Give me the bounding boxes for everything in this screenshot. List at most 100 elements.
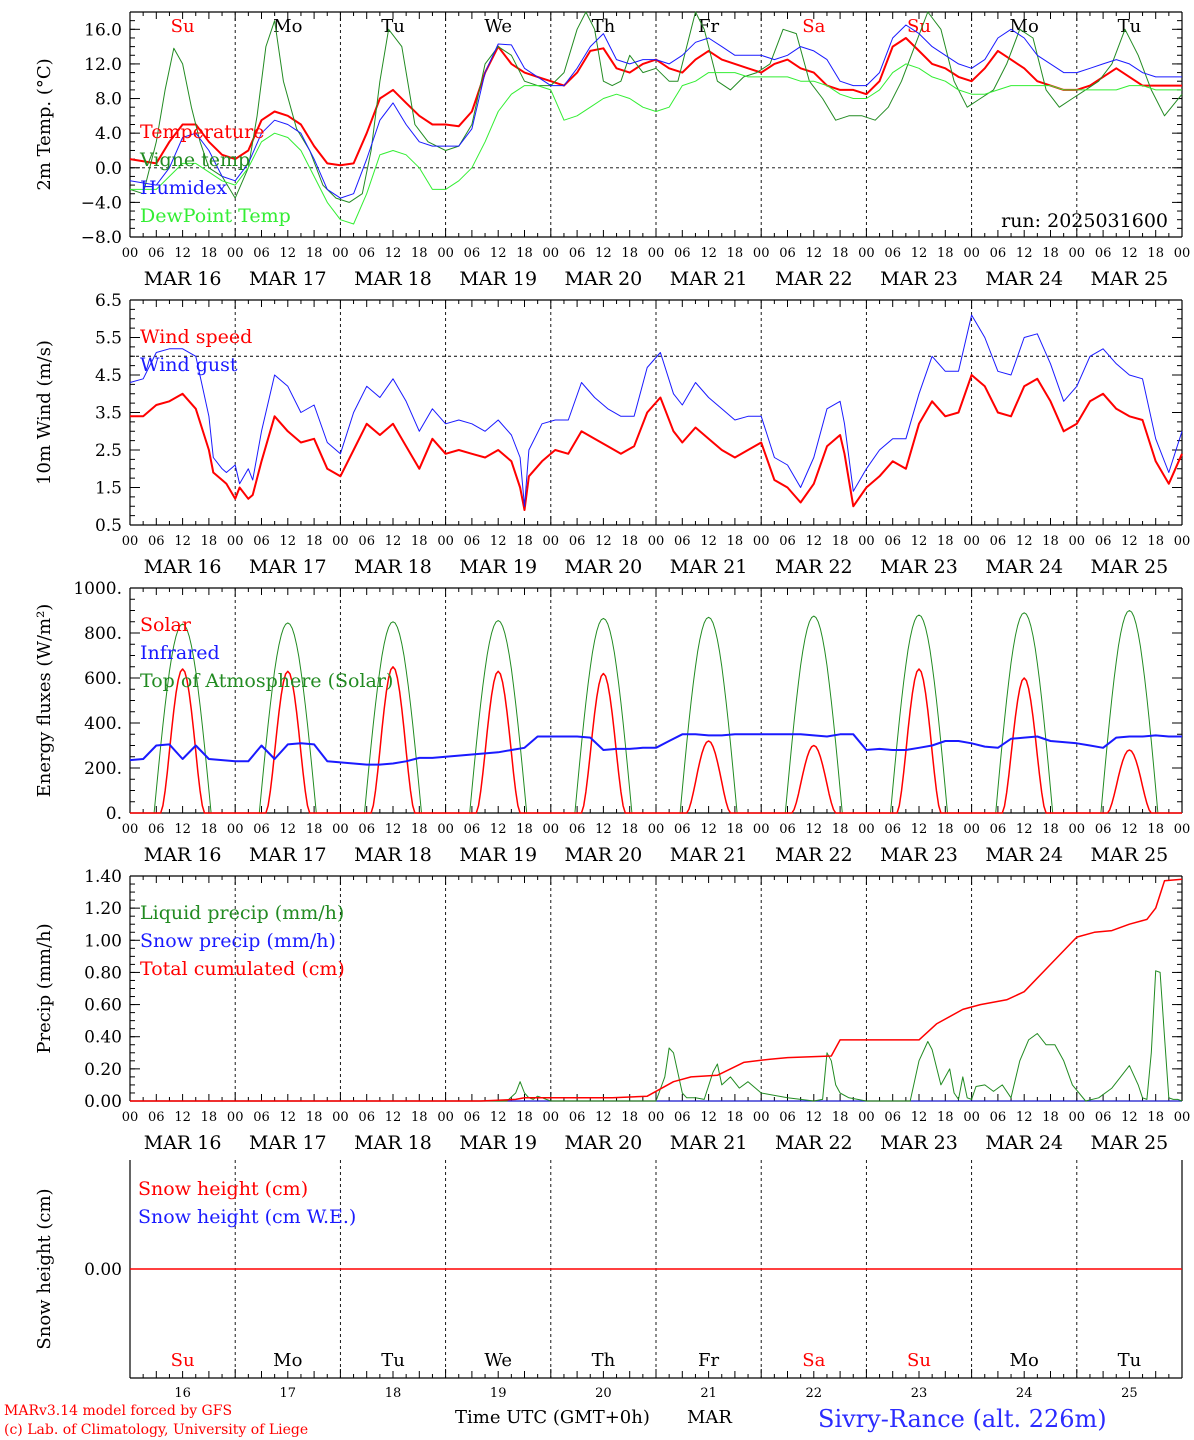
x-hour-label: 00	[122, 822, 139, 837]
y-tick-label: −4.0	[81, 193, 122, 213]
x-hour-label: 06	[569, 822, 586, 837]
x-hour-label: 18	[937, 1110, 954, 1125]
x-hour-label: 18	[1042, 534, 1059, 549]
x-hour-label: 00	[648, 534, 665, 549]
legend-entry: Total cumulated (cm)	[140, 958, 345, 980]
x-date-label: MAR 16	[144, 844, 222, 866]
y-tick-label: 800.	[84, 624, 122, 644]
x-hour-label: 00	[543, 534, 560, 549]
y-tick-label: 1.00	[84, 931, 122, 951]
y-tick-label: 600.	[84, 669, 122, 689]
x-date-label: MAR 23	[880, 1132, 958, 1154]
series-dewpoint-temp	[130, 63, 1182, 225]
y-tick-label: 0.5	[95, 516, 122, 536]
x-date-label: MAR 25	[1091, 268, 1169, 290]
x-date-label: MAR 21	[670, 844, 748, 866]
x-hour-label: 18	[201, 1110, 218, 1125]
x-hour-label: 06	[1095, 822, 1112, 837]
x-hour-label: 00	[963, 1110, 980, 1125]
x-hour-label: 12	[280, 822, 297, 837]
x-hour-label: 18	[621, 534, 638, 549]
legend-entry: Solar	[140, 614, 192, 636]
x-hour-label: 12	[490, 534, 507, 549]
x-hour-label: 06	[464, 822, 481, 837]
x-hour-label: 12	[174, 246, 191, 261]
series-infrared	[129, 733, 1182, 766]
x-hour-label: 06	[779, 1110, 796, 1125]
x-hour-label: 06	[884, 822, 901, 837]
x-hour-label: 06	[990, 246, 1007, 261]
x-date-label: MAR 16	[144, 556, 222, 578]
x-hour-label: 06	[253, 1110, 270, 1125]
x-date-label: MAR 24	[985, 1132, 1063, 1154]
x-hour-label: 12	[1016, 1110, 1033, 1125]
x-hour-label: 18	[727, 822, 744, 837]
x-hour-label: 00	[1174, 246, 1191, 261]
y-tick-label: 0.40	[84, 1028, 122, 1048]
x-hour-label: 00	[963, 534, 980, 549]
x-hour-label: 00	[858, 246, 875, 261]
x-date-label: MAR 24	[985, 556, 1063, 578]
y-tick-label: 200.	[84, 759, 122, 779]
x-hour-label: 12	[911, 534, 928, 549]
day-number-label: 17	[280, 1386, 297, 1401]
x-hour-label: 00	[227, 1110, 244, 1125]
y-tick-label: 0.00	[84, 1092, 122, 1112]
x-hour-label: 00	[543, 246, 560, 261]
y-tick-label: 4.0	[95, 124, 122, 144]
y-tick-label: 400.	[84, 714, 122, 734]
chart-root: −8.0 −4.0 0.0 4.0 8.0 12.0 16.0 2m Temp. (°C) 00…	[34, 11, 1191, 1401]
x-hour-label: 18	[621, 1110, 638, 1125]
x-hour-label: 06	[674, 246, 691, 261]
x-hour-label: 00	[543, 1110, 560, 1125]
day-of-week-label: Su	[171, 16, 195, 37]
day-of-week-label: Fr	[698, 1350, 719, 1371]
x-hour-label: 00	[1174, 822, 1191, 837]
y-tick-label: 8.0	[95, 90, 122, 110]
y-tick-label: 0.60	[84, 996, 122, 1016]
x-hour-label: 06	[674, 1110, 691, 1125]
x-hour-label: 06	[358, 534, 375, 549]
x-date-label: MAR 21	[670, 556, 748, 578]
x-hour-label: 00	[122, 246, 139, 261]
x-hour-label: 18	[832, 246, 849, 261]
x-hour-label: 06	[990, 534, 1007, 549]
x-date-label: MAR 25	[1091, 1132, 1169, 1154]
x-hour-label: 18	[306, 1110, 323, 1125]
day-of-week-label: Mo	[273, 16, 302, 37]
day-number-label: 22	[806, 1386, 823, 1401]
x-hour-label: 18	[727, 534, 744, 549]
x-date-label: MAR 20	[565, 844, 643, 866]
x-hour-label: 06	[569, 1110, 586, 1125]
day-number-label: 19	[490, 1386, 507, 1401]
x-hour-label: 06	[148, 822, 165, 837]
x-date-label: MAR 19	[459, 556, 537, 578]
x-date-label: MAR 18	[354, 268, 432, 290]
x-hour-label: 00	[437, 246, 454, 261]
x-hour-label: 12	[911, 822, 928, 837]
x-hour-label: 18	[832, 534, 849, 549]
x-hour-label: 18	[201, 534, 218, 549]
x-hour-label: 18	[411, 822, 428, 837]
day-of-week-label: Tu	[1118, 16, 1142, 37]
x-hour-label: 00	[437, 822, 454, 837]
x-hour-label: 00	[858, 1110, 875, 1125]
y-tick-label: 0.0	[95, 159, 122, 179]
x-hour-label: 06	[464, 534, 481, 549]
x-hour-label: 06	[779, 534, 796, 549]
day-of-week-label: Mo	[1010, 1350, 1039, 1371]
x-hour-label: 18	[1042, 1110, 1059, 1125]
y-tick-label: 6.5	[95, 291, 122, 311]
x-hour-label: 18	[1147, 822, 1164, 837]
x-date-label: MAR 23	[880, 556, 958, 578]
x-hour-label: 12	[1121, 534, 1138, 549]
x-hour-label: 06	[253, 534, 270, 549]
x-date-label: MAR 18	[354, 844, 432, 866]
x-date-label: MAR 22	[775, 556, 853, 578]
day-of-week-label: Fr	[698, 16, 719, 37]
y-tick-label: 0.20	[84, 1060, 122, 1080]
y-tick-label: 1.20	[84, 899, 122, 919]
x-hour-label: 00	[227, 534, 244, 549]
x-hour-label: 18	[411, 246, 428, 261]
x-hour-label: 12	[490, 1110, 507, 1125]
